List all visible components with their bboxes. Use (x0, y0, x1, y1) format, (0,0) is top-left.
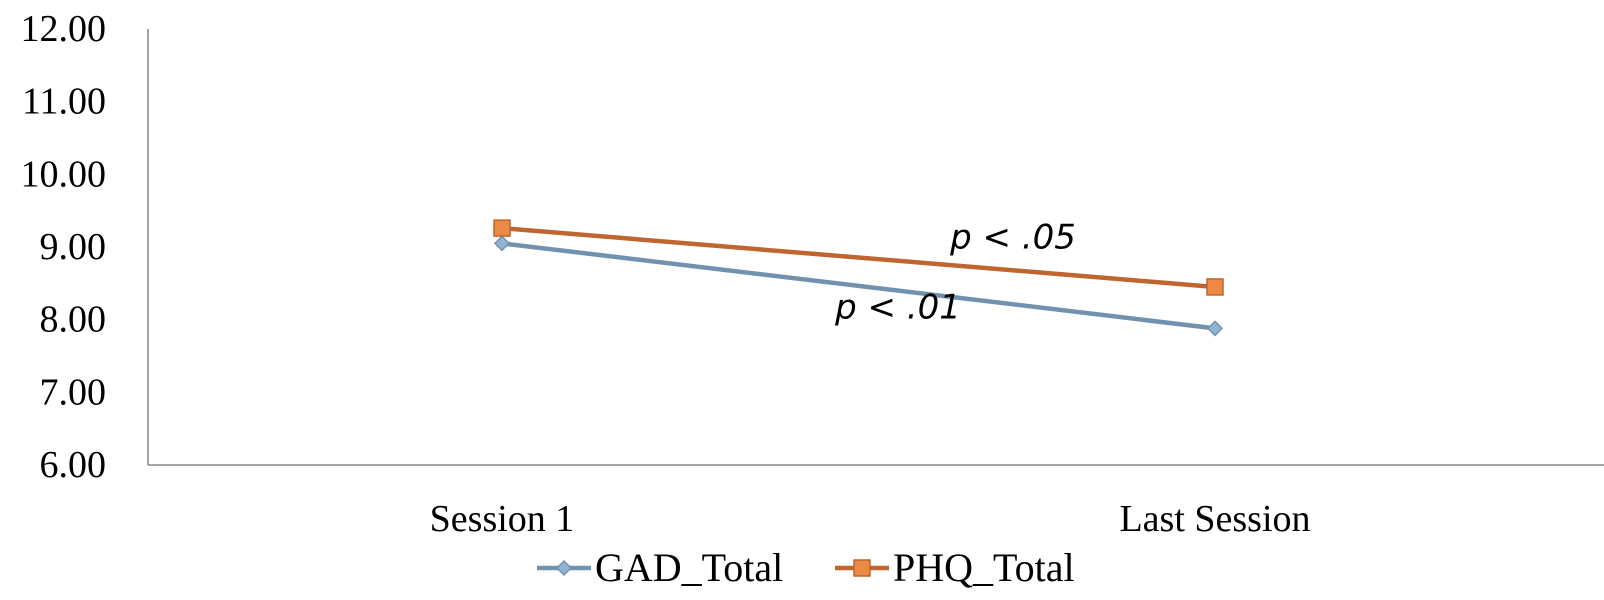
legend-marker (853, 559, 871, 577)
significance-annotation: p < .01 (834, 288, 961, 328)
annotations: p < .05 p < .01 (834, 217, 1076, 327)
y-tick-label: 11.00 (22, 81, 106, 123)
data-point (493, 219, 511, 237)
legend: GAD_Total PHQ_Total (537, 545, 1075, 590)
y-tick-label: 7.00 (40, 371, 107, 413)
data-point (493, 235, 511, 252)
legend-marker (555, 559, 573, 577)
y-tick-label: 9.00 (40, 226, 107, 268)
data-point (1206, 320, 1224, 337)
x-axis: Session 1 Last Session (148, 464, 1604, 540)
y-tick-label: 8.00 (40, 299, 107, 341)
series-line-gad-total (501, 241, 1216, 331)
legend-label: GAD_Total (595, 545, 783, 590)
legend-label: PHQ_Total (893, 545, 1075, 590)
data-point (1206, 278, 1224, 296)
y-tick-label: 12.00 (21, 8, 107, 50)
y-tick-label: 6.00 (40, 444, 107, 486)
y-axis: 6.00 7.00 8.00 9.00 10.00 11.00 12.00 (21, 8, 149, 486)
legend-item: PHQ_Total (835, 545, 1075, 590)
x-tick-label: Session 1 (430, 498, 575, 540)
series-layer (493, 219, 1224, 337)
y-tick-label: 10.00 (21, 153, 107, 195)
x-tick-label: Last Session (1119, 498, 1310, 540)
series-line-phq-total (501, 225, 1216, 290)
legend-item: GAD_Total (537, 545, 783, 590)
significance-annotation: p < .05 (949, 217, 1076, 257)
